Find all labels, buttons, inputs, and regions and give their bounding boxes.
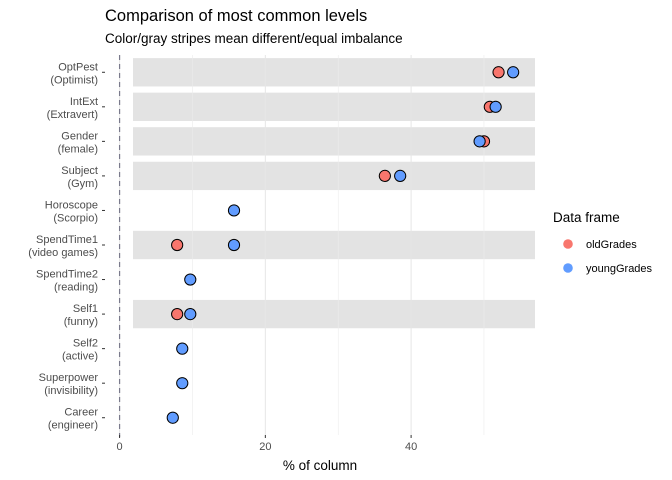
point-youngGrades-self1 [184, 307, 197, 321]
point-youngGrades-subject [394, 169, 407, 183]
stripe-subject [133, 161, 535, 191]
legend-title: Data frame [553, 210, 620, 225]
point-youngGrades-intext [489, 100, 502, 113]
chart-title: Comparison of most common levels [105, 7, 367, 25]
point-oldGrades-optpest [492, 66, 505, 79]
point-youngGrades-gender [473, 135, 486, 148]
x-tick-label: 20 [259, 441, 271, 453]
point-oldGrades-spendtime1 [171, 238, 184, 252]
y-tick-label-name: OptPest [58, 61, 98, 73]
stripe-gender [133, 127, 535, 156]
points-layer [166, 66, 520, 424]
x-tick-label: 40 [405, 441, 417, 453]
legend-items: oldGrades youngGrades [563, 239, 653, 275]
y-tick-label-level: (engineer) [48, 420, 98, 432]
y-tick-label-name: SpendTime2 [36, 269, 98, 281]
x-axis: 0 20 40 [117, 435, 417, 453]
y-tick-label-name: Self1 [73, 303, 98, 315]
y-tick-label-name: Horoscope [45, 199, 98, 211]
x-tick-label: 0 [117, 441, 123, 453]
y-tick-label-name: Career [64, 407, 98, 419]
point-youngGrades-career [166, 411, 179, 424]
legend-label-oldGrades: oldGrades [586, 239, 637, 251]
stripe-layer [133, 58, 535, 329]
point-youngGrades-superpower [176, 377, 189, 390]
stripe-spendtime1 [133, 230, 535, 260]
legend-key-oldGrades [563, 239, 573, 249]
legend: Data frame oldGrades youngGrades [553, 210, 653, 275]
y-tick-label-level: (active) [62, 351, 98, 363]
y-tick-label-name: Gender [61, 130, 98, 142]
legend-key-youngGrades [563, 263, 573, 273]
stripe-intext [133, 92, 535, 121]
plot-panel [118, 55, 535, 437]
point-youngGrades-spendtime2 [184, 273, 197, 286]
y-tick-label-level: (video games) [28, 247, 98, 259]
y-tick-label-level: (reading) [54, 282, 98, 294]
stripe-optpest [133, 58, 535, 87]
point-youngGrades-spendtime1 [227, 238, 241, 252]
y-axis: OptPest(Optimist) IntExt(Extravert) Gender… [28, 61, 105, 432]
chart-subtitle: Color/gray stripes mean different/equal … [105, 31, 403, 46]
point-oldGrades-self1 [171, 307, 184, 321]
y-tick-label-level: (Extravert) [47, 109, 98, 121]
y-tick-label-level: (Gym) [67, 178, 98, 190]
y-tick-label-level: (funny) [64, 316, 98, 328]
y-tick-label-name: Self2 [73, 338, 98, 350]
y-tick-label-name: Superpower [39, 372, 99, 384]
point-youngGrades-self2 [176, 342, 189, 355]
y-tick-label-level: (invisibility) [44, 385, 98, 397]
point-youngGrades-horoscope [227, 204, 241, 217]
y-tick-label-name: Subject [61, 165, 98, 177]
x-axis-label: % of column [283, 458, 357, 473]
y-tick-label-name: SpendTime1 [36, 234, 98, 246]
y-tick-label-name: IntExt [70, 96, 98, 108]
stripe-self1 [133, 299, 535, 329]
y-tick-label-level: (female) [58, 143, 98, 155]
y-tick-label-level: (Optimist) [50, 74, 98, 86]
point-youngGrades-optpest [507, 66, 520, 79]
point-oldGrades-subject [378, 169, 391, 183]
legend-label-youngGrades: youngGrades [586, 263, 653, 275]
y-tick-label-level: (Scorpio) [53, 212, 98, 224]
